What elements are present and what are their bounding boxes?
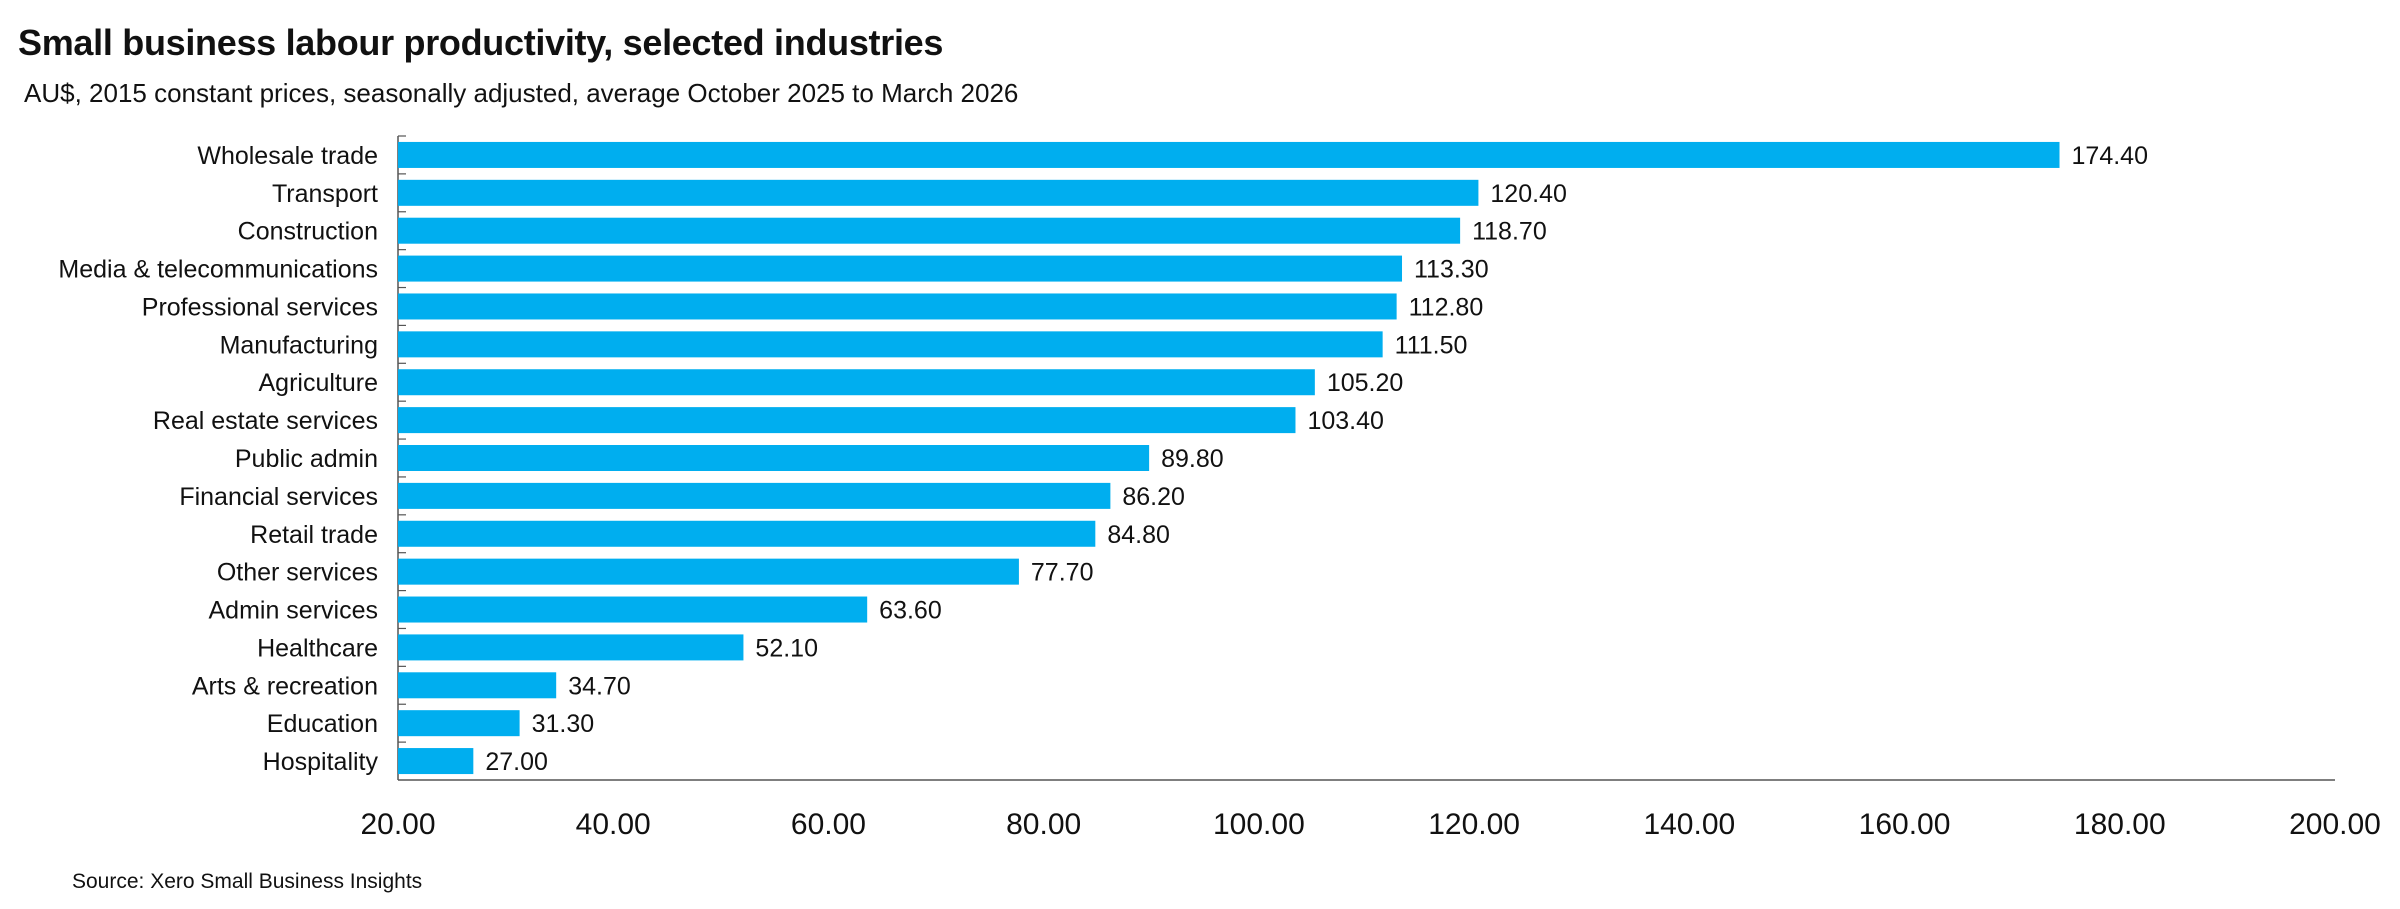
x-tick-label: 40.00 xyxy=(576,808,651,841)
value-label: 111.50 xyxy=(1395,331,1468,359)
bar xyxy=(398,141,2060,168)
value-label: 105.20 xyxy=(1327,369,1403,397)
x-tick-label: 200.00 xyxy=(2289,808,2381,841)
bar xyxy=(398,255,1403,282)
category-label: Construction xyxy=(238,218,378,246)
x-tick-label: 180.00 xyxy=(2074,808,2166,841)
bar xyxy=(398,331,1383,358)
value-label: 113.30 xyxy=(1414,256,1489,284)
bar xyxy=(398,179,1479,206)
x-tick-label: 140.00 xyxy=(1643,808,1735,841)
category-label: Public admin xyxy=(235,445,378,473)
category-label: Arts & recreation xyxy=(192,672,378,700)
x-tick-label: 100.00 xyxy=(1213,808,1305,841)
category-label: Admin services xyxy=(209,597,379,625)
bar xyxy=(398,710,520,737)
category-label: Media & telecommunications xyxy=(58,256,378,284)
value-label: 112.80 xyxy=(1409,293,1484,321)
category-label: Wholesale trade xyxy=(197,142,378,170)
x-tick-label: 60.00 xyxy=(791,808,866,841)
bar xyxy=(398,672,557,699)
value-label: 89.80 xyxy=(1161,445,1224,473)
bar xyxy=(398,217,1461,244)
value-label: 118.70 xyxy=(1472,218,1547,246)
chart-subtitle: AU$, 2015 constant prices, seasonally ad… xyxy=(24,78,1019,108)
value-label: 52.10 xyxy=(755,634,818,662)
category-label: Healthcare xyxy=(257,634,378,662)
bar xyxy=(398,369,1315,396)
chart-title: Small business labour productivity, sele… xyxy=(18,22,944,63)
value-label: 174.40 xyxy=(2072,142,2148,170)
value-label: 86.20 xyxy=(1122,483,1185,511)
category-label: Education xyxy=(267,710,378,738)
category-label: Financial services xyxy=(179,483,378,511)
bar xyxy=(398,293,1397,320)
value-label: 27.00 xyxy=(485,748,548,776)
source-note: Source: Xero Small Business Insights xyxy=(72,870,423,893)
bar xyxy=(398,558,1019,585)
value-label: 34.70 xyxy=(568,672,631,700)
bar xyxy=(398,748,474,775)
category-label: Professional services xyxy=(142,293,378,321)
category-label: Hospitality xyxy=(263,748,379,776)
bar xyxy=(398,634,744,661)
value-label: 84.80 xyxy=(1107,521,1170,549)
category-label: Manufacturing xyxy=(220,331,378,359)
value-label: 77.70 xyxy=(1031,559,1094,587)
value-label: 63.60 xyxy=(879,597,942,625)
value-label: 120.40 xyxy=(1490,180,1566,208)
x-tick-label: 160.00 xyxy=(1859,808,1951,841)
x-tick-label: 20.00 xyxy=(360,808,435,841)
value-label: 103.40 xyxy=(1307,407,1383,435)
category-label: Agriculture xyxy=(259,369,379,397)
value-label: 31.30 xyxy=(532,710,595,738)
category-label: Retail trade xyxy=(250,521,378,549)
category-label: Real estate services xyxy=(153,407,378,435)
bar xyxy=(398,596,868,623)
category-label: Other services xyxy=(217,559,378,587)
x-tick-label: 120.00 xyxy=(1428,808,1520,841)
bar xyxy=(398,482,1111,509)
bar xyxy=(398,407,1296,434)
bar xyxy=(398,445,1150,471)
x-tick-label: 80.00 xyxy=(1006,808,1081,841)
bar xyxy=(398,520,1096,547)
category-label: Transport xyxy=(272,180,378,208)
